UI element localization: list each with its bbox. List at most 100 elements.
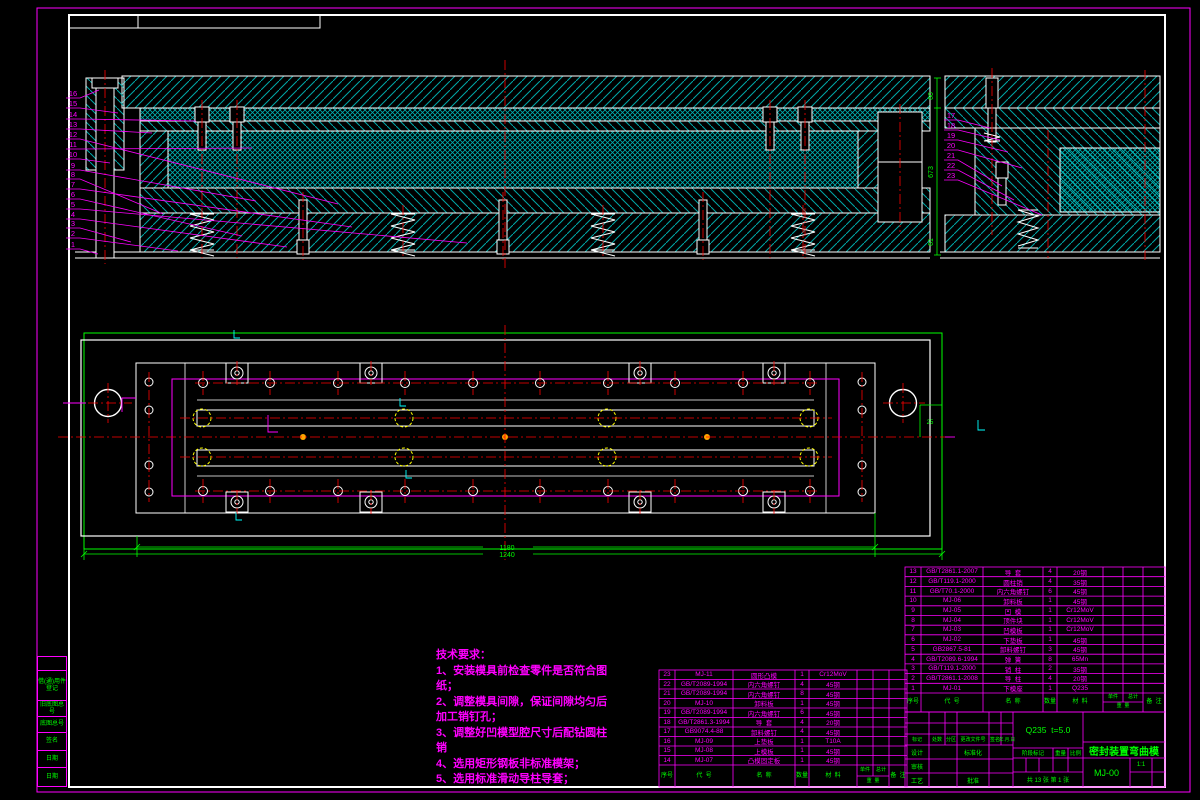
svg-text:13: 13: [69, 120, 77, 129]
margin-row: 日期: [45, 773, 58, 780]
bom-header-qty: 数量: [1043, 699, 1056, 706]
svg-text:20: 20: [947, 141, 955, 150]
drawing-title: 密封装置弯曲模: [1089, 746, 1159, 758]
side-section-view: [934, 68, 1161, 262]
bom-header-qty: 数量: [795, 772, 808, 779]
tech-req-item: 3、调整好凹模型腔尺寸后配钻圆柱销: [436, 726, 608, 755]
bom-header-code: 代 号: [944, 699, 960, 706]
bom-header-unit: 单件: [1107, 693, 1118, 700]
design-label: 设计: [910, 750, 923, 757]
bom-table-left: 23 MJ-11 圆形凸模 1 Cr12MoV 22 GB/T2089-1994 内六…: [659, 670, 907, 765]
margin-row: 签名: [38, 733, 66, 751]
bom-header-total: 总计: [875, 766, 886, 773]
scale-label: 比例: [1069, 751, 1081, 757]
bom-header-remark: 备 注: [890, 772, 906, 779]
rev-col-mark: 标记: [911, 737, 922, 743]
svg-text:14: 14: [69, 110, 77, 119]
bom-header-remark: 备 注: [1146, 699, 1162, 706]
bom-row: 5 GB2867.5-81 卸料螺钉 3 45钢: [911, 645, 1087, 655]
drawing-number: MJ-00: [1093, 767, 1119, 778]
plan-view: [58, 325, 985, 560]
rev-col-count: 处数: [931, 737, 942, 743]
tech-req-item: 5、选用标准滑动导柱导套；: [436, 773, 575, 785]
bom-header-name: 名 称: [756, 772, 772, 779]
svg-text:3: 3: [71, 219, 75, 228]
check-label: 审核: [910, 764, 923, 771]
main-section-view: [75, 60, 931, 270]
svg-text:11: 11: [69, 140, 77, 149]
bom-header-no: 序号: [906, 699, 919, 706]
svg-text:8: 8: [71, 170, 75, 179]
bom-header-total: 总计: [1127, 693, 1138, 700]
approve-label: 批准: [966, 778, 979, 785]
bom-row: 23 MJ-11 圆形凸模 1 Cr12MoV: [663, 671, 847, 680]
technical-requirements: 技术要求： 1、安装模具前检查零件是否符合图纸； 2、调整模具间隙，保证间隙均匀…: [436, 648, 616, 788]
bom-row: 7 MJ-03 凹模板 1 Cr12MoV: [911, 626, 1094, 635]
dimension-texts: 1180 1240 60 673 61 25: [499, 92, 935, 559]
svg-text:2: 2: [71, 229, 75, 238]
svg-text:15: 15: [69, 99, 77, 108]
svg-text:4: 4: [71, 210, 75, 219]
bom-row: 1 MJ-01 下模座 1 Q235: [911, 684, 1088, 694]
svg-text:61: 61: [928, 238, 935, 246]
bom-row: 19 GB/T2089-1994 内六角螺钉 6 45钢: [663, 709, 840, 718]
bom-header-material: 材 料: [825, 772, 841, 779]
tech-req-title: 技术要求：: [436, 649, 491, 661]
reference-point: [300, 434, 306, 440]
svg-text:25: 25: [927, 420, 934, 426]
svg-text:19: 19: [947, 131, 955, 140]
svg-text:21: 21: [947, 151, 955, 160]
bom-header-no: 序号: [660, 772, 673, 779]
sheet-info: 共 13 张 第 1 张: [1026, 778, 1070, 784]
bom-row: 21 GB/T2089-1994 内六角螺钉 8 45钢: [663, 690, 840, 699]
bom-header-weight: 重 量: [866, 777, 880, 784]
margin-row: 旧底图总号: [38, 701, 66, 717]
svg-text:1240: 1240: [499, 552, 515, 559]
bom-row: 8 MJ-04 顶件块 1 Cr12MoV: [911, 616, 1094, 626]
bom-header-weight: 重 量: [1116, 703, 1130, 710]
rev-col-date: 年.月.日: [999, 736, 1016, 742]
svg-text:22: 22: [947, 161, 955, 170]
tech-req-item: 2、调整模具间隙，保证间隙均匀后加工销钉孔；: [436, 695, 608, 724]
rev-col-sign: 签名: [989, 737, 1000, 743]
margin-record-table: 借(通)用件登记 旧底图总号 底图总号 签名 日期 日期: [37, 656, 67, 787]
tech-req-item: 1、安装模具前检查零件是否符合图纸；: [436, 664, 608, 693]
svg-text:18: 18: [947, 121, 955, 130]
side-view-dimensions: [934, 77, 941, 256]
svg-text:673: 673: [928, 166, 935, 178]
plan-centerlines: [58, 325, 952, 560]
standardization-label: 标准化: [963, 750, 982, 757]
svg-text:16: 16: [69, 89, 77, 98]
bom-row: 22 GB/T2089-1994 内六角螺钉 4 45钢: [663, 680, 840, 690]
bom-header-unit: 单件: [859, 766, 870, 773]
bom-row: 20 MJ-10 卸料板 1 45钢: [663, 699, 840, 709]
svg-text:10: 10: [69, 150, 77, 159]
rev-col-docno: 更改文件号: [960, 737, 986, 743]
process-label: 工艺: [910, 778, 923, 785]
svg-text:5: 5: [71, 200, 75, 209]
svg-text:23: 23: [947, 171, 955, 180]
bom-row: 6 MJ-02 下垫板 1 45钢: [911, 636, 1087, 645]
bom-header-name: 名 称: [1005, 699, 1021, 706]
bom-row: 10 MJ-06 卸料板 1 45钢: [909, 597, 1087, 606]
bom-row: 12 GB/T119.1-2000 圆柱销 4 35钢: [909, 578, 1087, 587]
margin-row-empty: [38, 657, 66, 671]
bom-row: 17 GB9074.4-88 卸料螺钉 4 45钢: [663, 728, 840, 737]
material-spec: Q235 t=5.0: [1025, 725, 1071, 735]
bom-grid: [658, 566, 1166, 788]
balloon-leaders-left: [66, 89, 468, 255]
svg-text:9: 9: [71, 161, 75, 170]
bom-row: 11 GB/T70.1-2000 内六角螺钉 6 45钢: [909, 587, 1087, 597]
sheet-border: [36, 7, 1191, 793]
weight-label: 重量: [1054, 751, 1066, 757]
svg-text:7: 7: [71, 180, 75, 189]
stage-mark-label: 阶段标记: [1021, 751, 1044, 757]
bom-row: 15 MJ-08 上模板 1 45钢: [663, 747, 840, 756]
